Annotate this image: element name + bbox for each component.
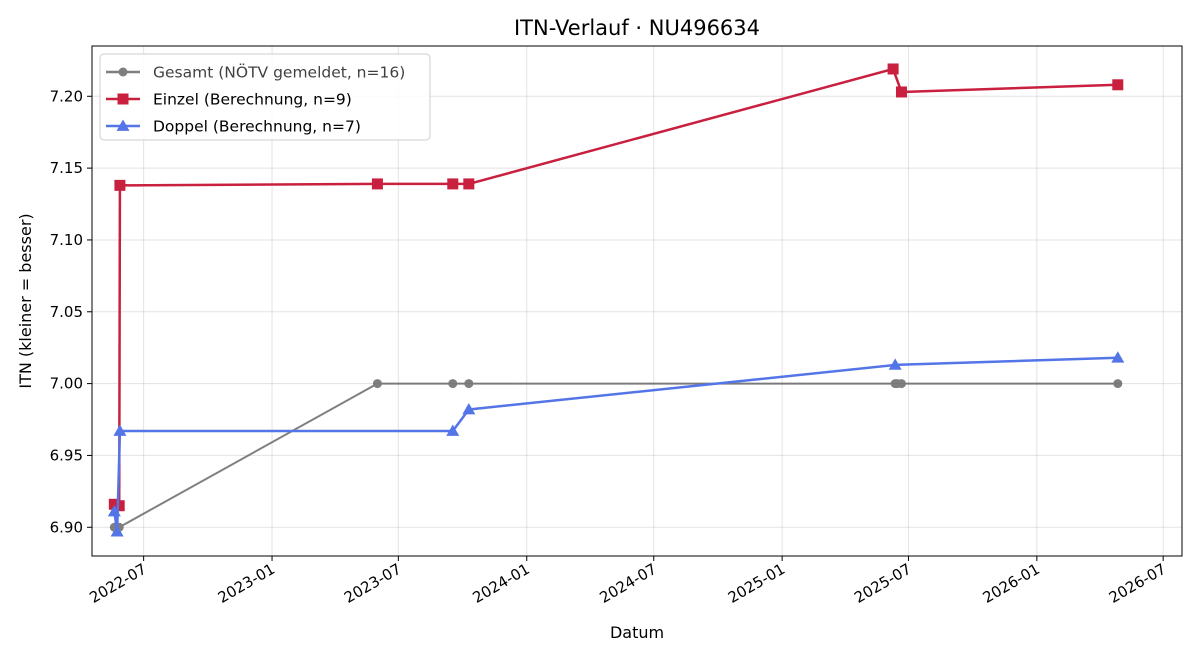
- data-point: [1111, 351, 1125, 363]
- data-point: [1113, 379, 1123, 389]
- x-axis-title: Datum: [610, 623, 664, 642]
- y-axis-title: ITN (kleiner = besser): [16, 213, 35, 388]
- data-point: [371, 178, 383, 190]
- legend-entry: Einzel (Berechnung, n=9): [106, 91, 352, 109]
- legend-box: [99, 53, 431, 141]
- chart-title: ITN-Verlauf · NU496634: [514, 16, 760, 40]
- data-point: [114, 179, 126, 191]
- y-tick-label: 7.10: [50, 231, 83, 249]
- legend-marker: [116, 119, 130, 131]
- data-point: [113, 500, 125, 512]
- data-point: [896, 379, 906, 389]
- data-point: [113, 424, 127, 436]
- legend-marker: [117, 93, 129, 105]
- y-tick-label: 7.15: [50, 159, 83, 177]
- data-point: [462, 402, 476, 415]
- x-tick-label: 2024-01: [469, 560, 532, 607]
- data-point: [1112, 79, 1124, 91]
- data-point: [447, 178, 459, 190]
- y-tick-label: 6.90: [50, 518, 83, 536]
- grid: [92, 46, 1182, 556]
- series-triangle: [107, 351, 1125, 537]
- x-tick-label: 2026-07: [1106, 560, 1169, 607]
- y-tick-label: 6.95: [50, 446, 83, 464]
- axis-ticks: 2022-07 2023-01 2023-07 2024-01 2024-07 2025-…: [50, 87, 1170, 607]
- legend-label: Gesamt (NÖTV gemeldet, n=16): [153, 63, 405, 82]
- legend-label: Einzel (Berechnung, n=9): [153, 91, 352, 109]
- data-point: [446, 424, 460, 436]
- legend: Gesamt (NÖTV gemeldet, n=16) Einzel (Bere…: [99, 53, 431, 141]
- data-point: [372, 379, 382, 389]
- data-point: [107, 504, 121, 517]
- y-tick-label: 7.20: [50, 87, 83, 105]
- data-point: [448, 379, 458, 389]
- x-tick-label: 2022-07: [86, 560, 149, 607]
- x-tick-label: 2026-01: [980, 560, 1043, 607]
- legend-label: Doppel (Berechnung, n=7): [153, 118, 361, 136]
- data-point: [463, 178, 475, 190]
- data-point: [887, 63, 899, 75]
- y-tick-label: 7.00: [50, 375, 83, 393]
- data-point: [110, 525, 124, 537]
- legend-marker: [118, 67, 128, 77]
- series-layer: [107, 63, 1125, 537]
- plot-area: [91, 45, 1183, 557]
- legend-entry: Gesamt (NÖTV gemeldet, n=16): [106, 63, 405, 82]
- x-tick-label: 2025-07: [851, 560, 914, 607]
- x-tick-label: 2023-01: [215, 560, 278, 607]
- legend-entry: Doppel (Berechnung, n=7): [106, 118, 361, 136]
- x-tick-label: 2023-07: [341, 560, 404, 607]
- data-point: [464, 379, 474, 389]
- x-tick-label: 2024-07: [596, 560, 659, 607]
- data-point: [888, 358, 902, 370]
- y-tick-label: 7.05: [50, 303, 83, 321]
- data-point: [895, 86, 907, 98]
- series-square: [108, 63, 1124, 512]
- x-tick-label: 2025-01: [725, 560, 788, 607]
